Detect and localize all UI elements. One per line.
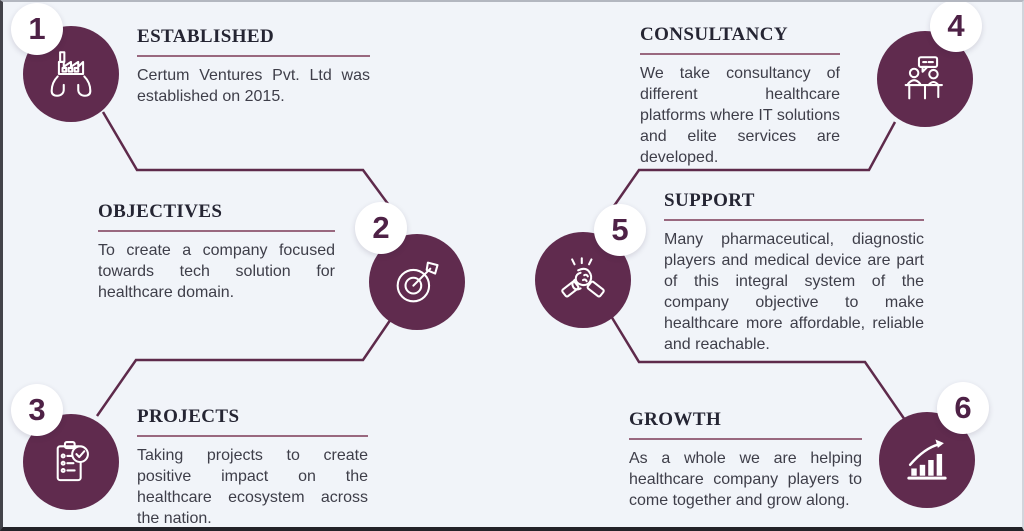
connector-4-5 — [612, 121, 897, 207]
target-arrow-icon — [396, 261, 439, 303]
hands-holding-factory-icon — [50, 51, 92, 97]
title-underline — [98, 230, 335, 232]
consultation-desk-icon — [904, 56, 943, 100]
step-number: 4 — [947, 8, 965, 43]
title-underline — [629, 438, 862, 440]
connector-2-3 — [95, 315, 395, 417]
step-title: GROWTH — [629, 409, 722, 430]
step-number: 2 — [372, 210, 390, 245]
connector-5-6 — [609, 315, 907, 421]
step-1-number-badge: 1 — [11, 3, 63, 55]
step-body: To create a company focused towards tech… — [98, 242, 335, 301]
connector-1-2 — [101, 111, 393, 209]
title-underline — [664, 219, 924, 221]
step-body: Certum Ventures Pvt. Ltd was established… — [137, 67, 370, 105]
step-6-number-badge: 6 — [937, 382, 989, 434]
step-2-text: OBJECTIVES To create a company focused t… — [98, 201, 335, 303]
clipboard-checklist-icon — [56, 441, 89, 482]
step-4-number-badge: 4 — [930, 2, 982, 52]
step-title: PROJECTS — [137, 406, 240, 427]
step-number: 3 — [28, 392, 46, 427]
handshake-icon — [561, 257, 605, 298]
step-1-text: ESTABLISHED Certum Ventures Pvt. Ltd was… — [137, 26, 370, 107]
growth-chart-icon — [907, 439, 947, 480]
step-3-text: PROJECTS Taking projects to create posit… — [137, 406, 368, 527]
step-title: ESTABLISHED — [137, 26, 275, 47]
step-5-text: SUPPORT Many pharmaceutical, diagnostic … — [664, 190, 924, 355]
connector-lines — [95, 111, 907, 421]
step-title: OBJECTIVES — [98, 201, 223, 222]
title-underline — [640, 53, 840, 55]
step-body: We take consultancy of different healthc… — [640, 65, 840, 166]
step-6-text: GROWTH As a whole we are helping healthc… — [629, 409, 862, 511]
step-title: SUPPORT — [664, 190, 755, 211]
step-body: Taking projects to create positive impac… — [137, 447, 368, 527]
step-body: Many pharmaceutical, diagnostic players … — [664, 231, 924, 353]
step-body: As a whole we are helping healthcare com… — [629, 450, 862, 509]
step-2-number-badge: 2 — [355, 202, 407, 254]
step-number: 5 — [611, 212, 629, 247]
step-3-number-badge: 3 — [11, 384, 63, 436]
title-underline — [137, 55, 370, 57]
step-number: 1 — [28, 11, 46, 46]
step-number: 6 — [954, 390, 972, 425]
step-title: CONSULTANCY — [640, 24, 788, 45]
title-underline — [137, 435, 368, 437]
step-5-number-badge: 5 — [594, 204, 646, 256]
step-4-text: CONSULTANCY We take consultancy of diffe… — [640, 24, 840, 168]
